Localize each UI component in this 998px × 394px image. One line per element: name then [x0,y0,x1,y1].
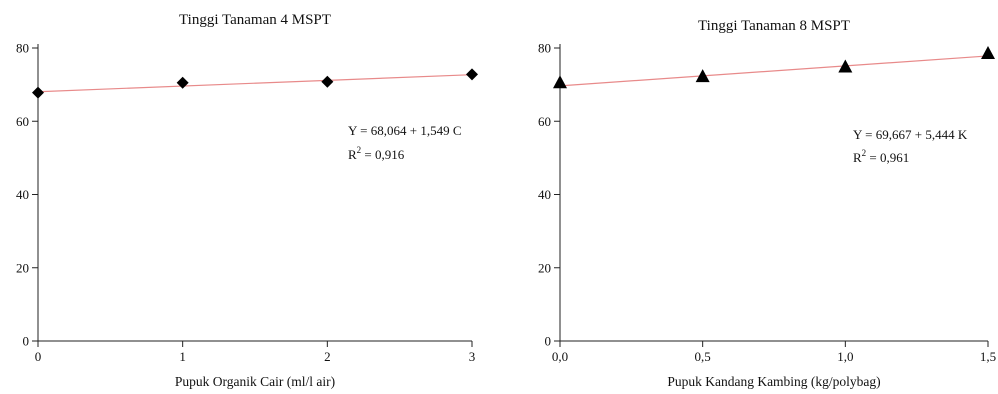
axes [554,44,989,347]
x-tick-label: 1 [179,349,186,364]
y-tick-label: 0 [545,334,552,349]
y-tick-label: 40 [16,187,29,202]
r-squared: R2 = 0,916 [348,145,405,162]
chart-4mspt: Tinggi Tanaman 4 MSPT 0 20 40 60 80 0 1 2 3 Pupuk … [16,12,478,389]
trendline [559,55,989,87]
x-tick-label: 0,5 [695,349,711,364]
x-tick-label: 3 [469,349,476,364]
data-point [838,59,853,73]
data-point [981,45,995,59]
x-tick-label: 1,5 [980,349,996,364]
r-squared: R2 = 0,961 [853,148,909,165]
y-tick-label: 60 [538,114,551,129]
regression-equation: Y = 68,064 + 1,549 C [348,123,462,138]
y-tick-label: 80 [538,41,551,56]
y-tick-label: 60 [16,114,29,129]
data-point [553,75,567,89]
x-tick-label: 0 [35,349,42,364]
trendline [37,74,473,93]
data-point [176,76,189,89]
x-tick-label: 1,0 [837,349,853,364]
chart-panel-4mspt: Tinggi Tanaman 4 MSPT 0 20 40 60 80 0 1 2 3 Pupuk … [0,0,490,394]
x-tick-label: 2 [324,349,331,364]
x-axis-label: Pupuk Kandang Kambing (kg/polybag) [667,374,880,389]
chart-title: Tinggi Tanaman 4 MSPT [179,12,331,28]
x-tick-label: 0,0 [552,349,568,364]
regression-equation: Y = 69,667 + 5,444 K [853,127,968,142]
data-point [466,68,478,81]
chart-panel-8mspt: Tinggi Tanaman 8 MSPT 0 20 40 60 80 0,0 0,5 1,0 1… [498,0,998,394]
y-tick-label: 20 [538,260,551,275]
x-axis-label: Pupuk Organik Cair (ml/l air) [175,374,335,389]
y-tick-label: 0 [23,334,30,349]
y-tick-label: 80 [16,41,29,56]
chart-title: Tinggi Tanaman 8 MSPT [698,18,850,34]
data-point [695,69,710,83]
y-tick-label: 20 [16,260,29,275]
chart-8mspt: Tinggi Tanaman 8 MSPT 0 20 40 60 80 0,0 0,5 1,0 1… [538,18,996,389]
y-tick-label: 40 [538,187,551,202]
data-point [321,75,334,88]
data-point [32,86,44,99]
